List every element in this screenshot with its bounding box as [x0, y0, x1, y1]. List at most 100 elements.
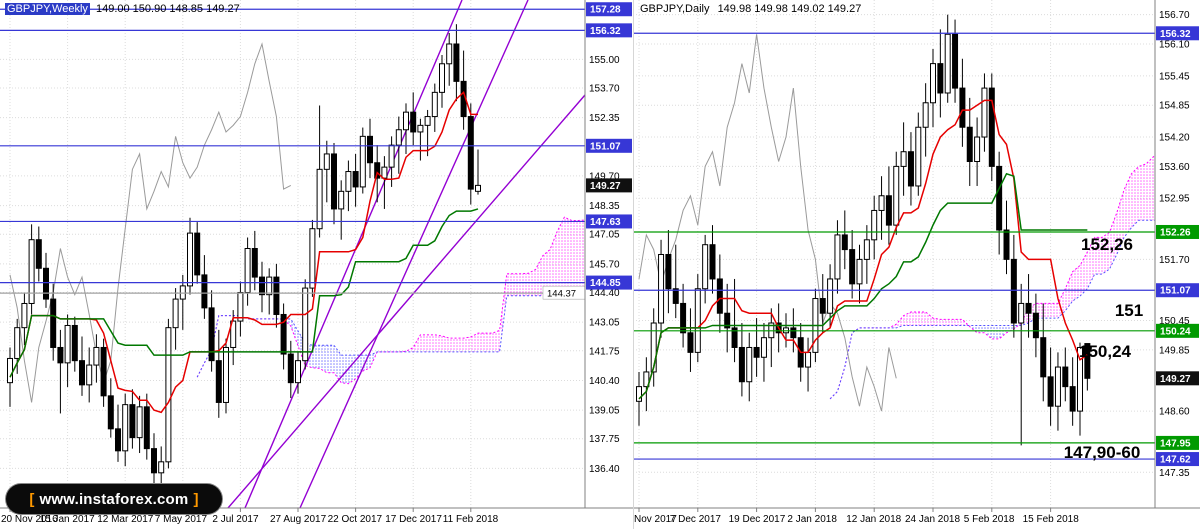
date-label: 7 Dec 2017	[670, 514, 722, 525]
weekly-plot-layer: 144.37	[0, 0, 585, 508]
price-badge	[586, 214, 632, 229]
price-badge	[1156, 371, 1199, 386]
date-label: 22 Oct 2017	[328, 514, 383, 525]
date-label: 11 Feb 2018	[443, 514, 499, 525]
date-label: 20 Nov 2016	[1, 514, 58, 525]
price-axis-label: 137.75	[589, 434, 620, 445]
price-annotation: 151	[1115, 301, 1143, 320]
daily-symbol-label: GBPJPY,Daily	[640, 3, 710, 15]
price-axis-label: 155.00	[589, 55, 620, 66]
price-axis-label: 141.75	[589, 346, 620, 357]
price-axis-label: 152.95	[1159, 194, 1190, 205]
panel-divider	[633, 0, 634, 529]
tenkan-sen	[638, 99, 1088, 400]
price-badge-label: 151.07	[1160, 286, 1191, 297]
price-badge	[1156, 26, 1199, 41]
kijun-sen	[9, 208, 479, 378]
logo-bracket-right-icon: ]	[193, 490, 199, 508]
price-badge-label: 147.62	[1160, 455, 1191, 466]
logo-text: www.instaforex.com	[39, 490, 189, 508]
date-label: 12 Mar 2017	[97, 514, 154, 525]
date-label: 19 Dec 2017	[729, 514, 786, 525]
weekly-chart-panel: 144.37 155.00 153.70 152.35 149.70 148.35 147.…	[0, 0, 633, 525]
price-badge-label: 144.85	[590, 278, 621, 289]
price-badge-label: 149.27	[590, 181, 621, 192]
price-badge	[1156, 323, 1199, 338]
price-axis-label: 145.70	[589, 259, 620, 270]
price-axis-label: 147.35	[1159, 468, 1190, 479]
price-axis-label: 148.35	[589, 201, 620, 212]
trendline	[227, 94, 585, 508]
price-axis-label: 152.35	[589, 113, 620, 124]
price-axis-label: 147.05	[589, 230, 620, 241]
price-annotation: 147,90-60	[1064, 443, 1141, 462]
instaforex-logo: [ www.instaforex.com ]	[6, 484, 222, 514]
price-axis-label: 149.70	[589, 171, 620, 182]
price-badge-label: 150.24	[1160, 326, 1191, 337]
price-badge	[1156, 283, 1199, 298]
date-label: 7 May 2017	[155, 514, 208, 525]
daily-chart-title: GBPJPY,Daily 149.98 149.98 149.02 149.27	[638, 3, 861, 15]
price-axis-label: 153.60	[1159, 162, 1190, 173]
chikou-span	[9, 42, 292, 403]
daily-chart-panel: 156.70 156.10 155.45 154.85 154.20 153.60 152.…	[633, 0, 1200, 529]
trendline	[244, 0, 463, 508]
price-axis-label: 154.20	[1159, 133, 1190, 144]
price-badge-label: 149.27	[1160, 374, 1191, 385]
price-badge	[1156, 435, 1199, 450]
weekly-ohlc-values: 149.00 150.90 148.85 149.27	[95, 3, 240, 15]
date-label: 15 Jan 2017	[40, 514, 95, 525]
price-axis-label: 144.40	[589, 288, 620, 299]
price-badge	[586, 178, 632, 193]
kijun-sen	[638, 172, 1088, 400]
senkou-span-a	[829, 156, 1155, 400]
daily-ohlc-values: 149.98 149.98 149.02 149.27	[717, 3, 862, 15]
price-axis-label: 149.85	[1159, 345, 1190, 356]
price-badge	[1156, 224, 1199, 239]
date-label: 17 Dec 2017	[385, 514, 442, 525]
price-annotation: 152,26	[1081, 235, 1133, 254]
price-axis: 156.70 156.10 155.45 154.85 154.20 153.60 152.…	[633, 0, 1200, 509]
price-axis-label: 139.05	[589, 406, 620, 417]
daily-chart-canvas: 156.70 156.10 155.45 154.85 154.20 153.60 152.…	[633, 0, 1200, 525]
price-axis-label: 143.05	[589, 318, 620, 329]
price-badge-label: 147.95	[1160, 438, 1191, 449]
price-badge-label: 157.28	[590, 5, 621, 16]
candles	[636, 14, 1091, 446]
date-label: 12 Jan 2018	[846, 514, 901, 525]
senkou-span-b	[829, 219, 1155, 400]
price-axis-label: 150.45	[1159, 316, 1190, 327]
chikou-span	[638, 34, 897, 412]
trendline	[299, 0, 529, 508]
daily-plot-layer	[633, 0, 1155, 508]
price-badge	[1156, 452, 1199, 467]
price-badge-label: 156.32	[1160, 29, 1191, 40]
weekly-symbol-label: GBPJPY,Weekly	[5, 3, 90, 15]
price-badge	[586, 275, 632, 290]
price-axis-label: 151.70	[1159, 255, 1190, 266]
date-label: Nov 2017	[634, 514, 677, 525]
price-axis-label: 136.40	[589, 464, 620, 475]
price-axis-label: 156.70	[1159, 10, 1190, 21]
inline-price-label	[542, 285, 585, 300]
date-label: 27 Aug 2017	[270, 514, 327, 525]
svg-text:144.37: 144.37	[547, 289, 576, 300]
weekly-chart-title: GBPJPY,Weekly 149.00 150.90 148.85 149.2…	[5, 3, 240, 15]
date-label: 2 Jul 2017	[212, 514, 259, 525]
price-axis-label: 148.60	[1159, 407, 1190, 418]
price-badge	[586, 138, 632, 153]
date-label: 2 Jan 2018	[787, 514, 837, 525]
price-badge-label: 152.26	[1160, 227, 1191, 238]
ichimoku-cloud	[197, 217, 585, 384]
date-label: 15 Feb 2018	[1023, 514, 1080, 525]
price-badge-label: 147.63	[590, 217, 621, 228]
price-axis-label: 140.40	[589, 376, 620, 387]
price-annotation: 150,24	[1079, 342, 1132, 361]
price-badge	[586, 23, 632, 38]
price-axis-label: 153.70	[589, 83, 620, 94]
price-axis-label: 155.45	[1159, 71, 1190, 82]
price-axis: 155.00 153.70 152.35 149.70 148.35 147.05 145.…	[0, 0, 633, 509]
